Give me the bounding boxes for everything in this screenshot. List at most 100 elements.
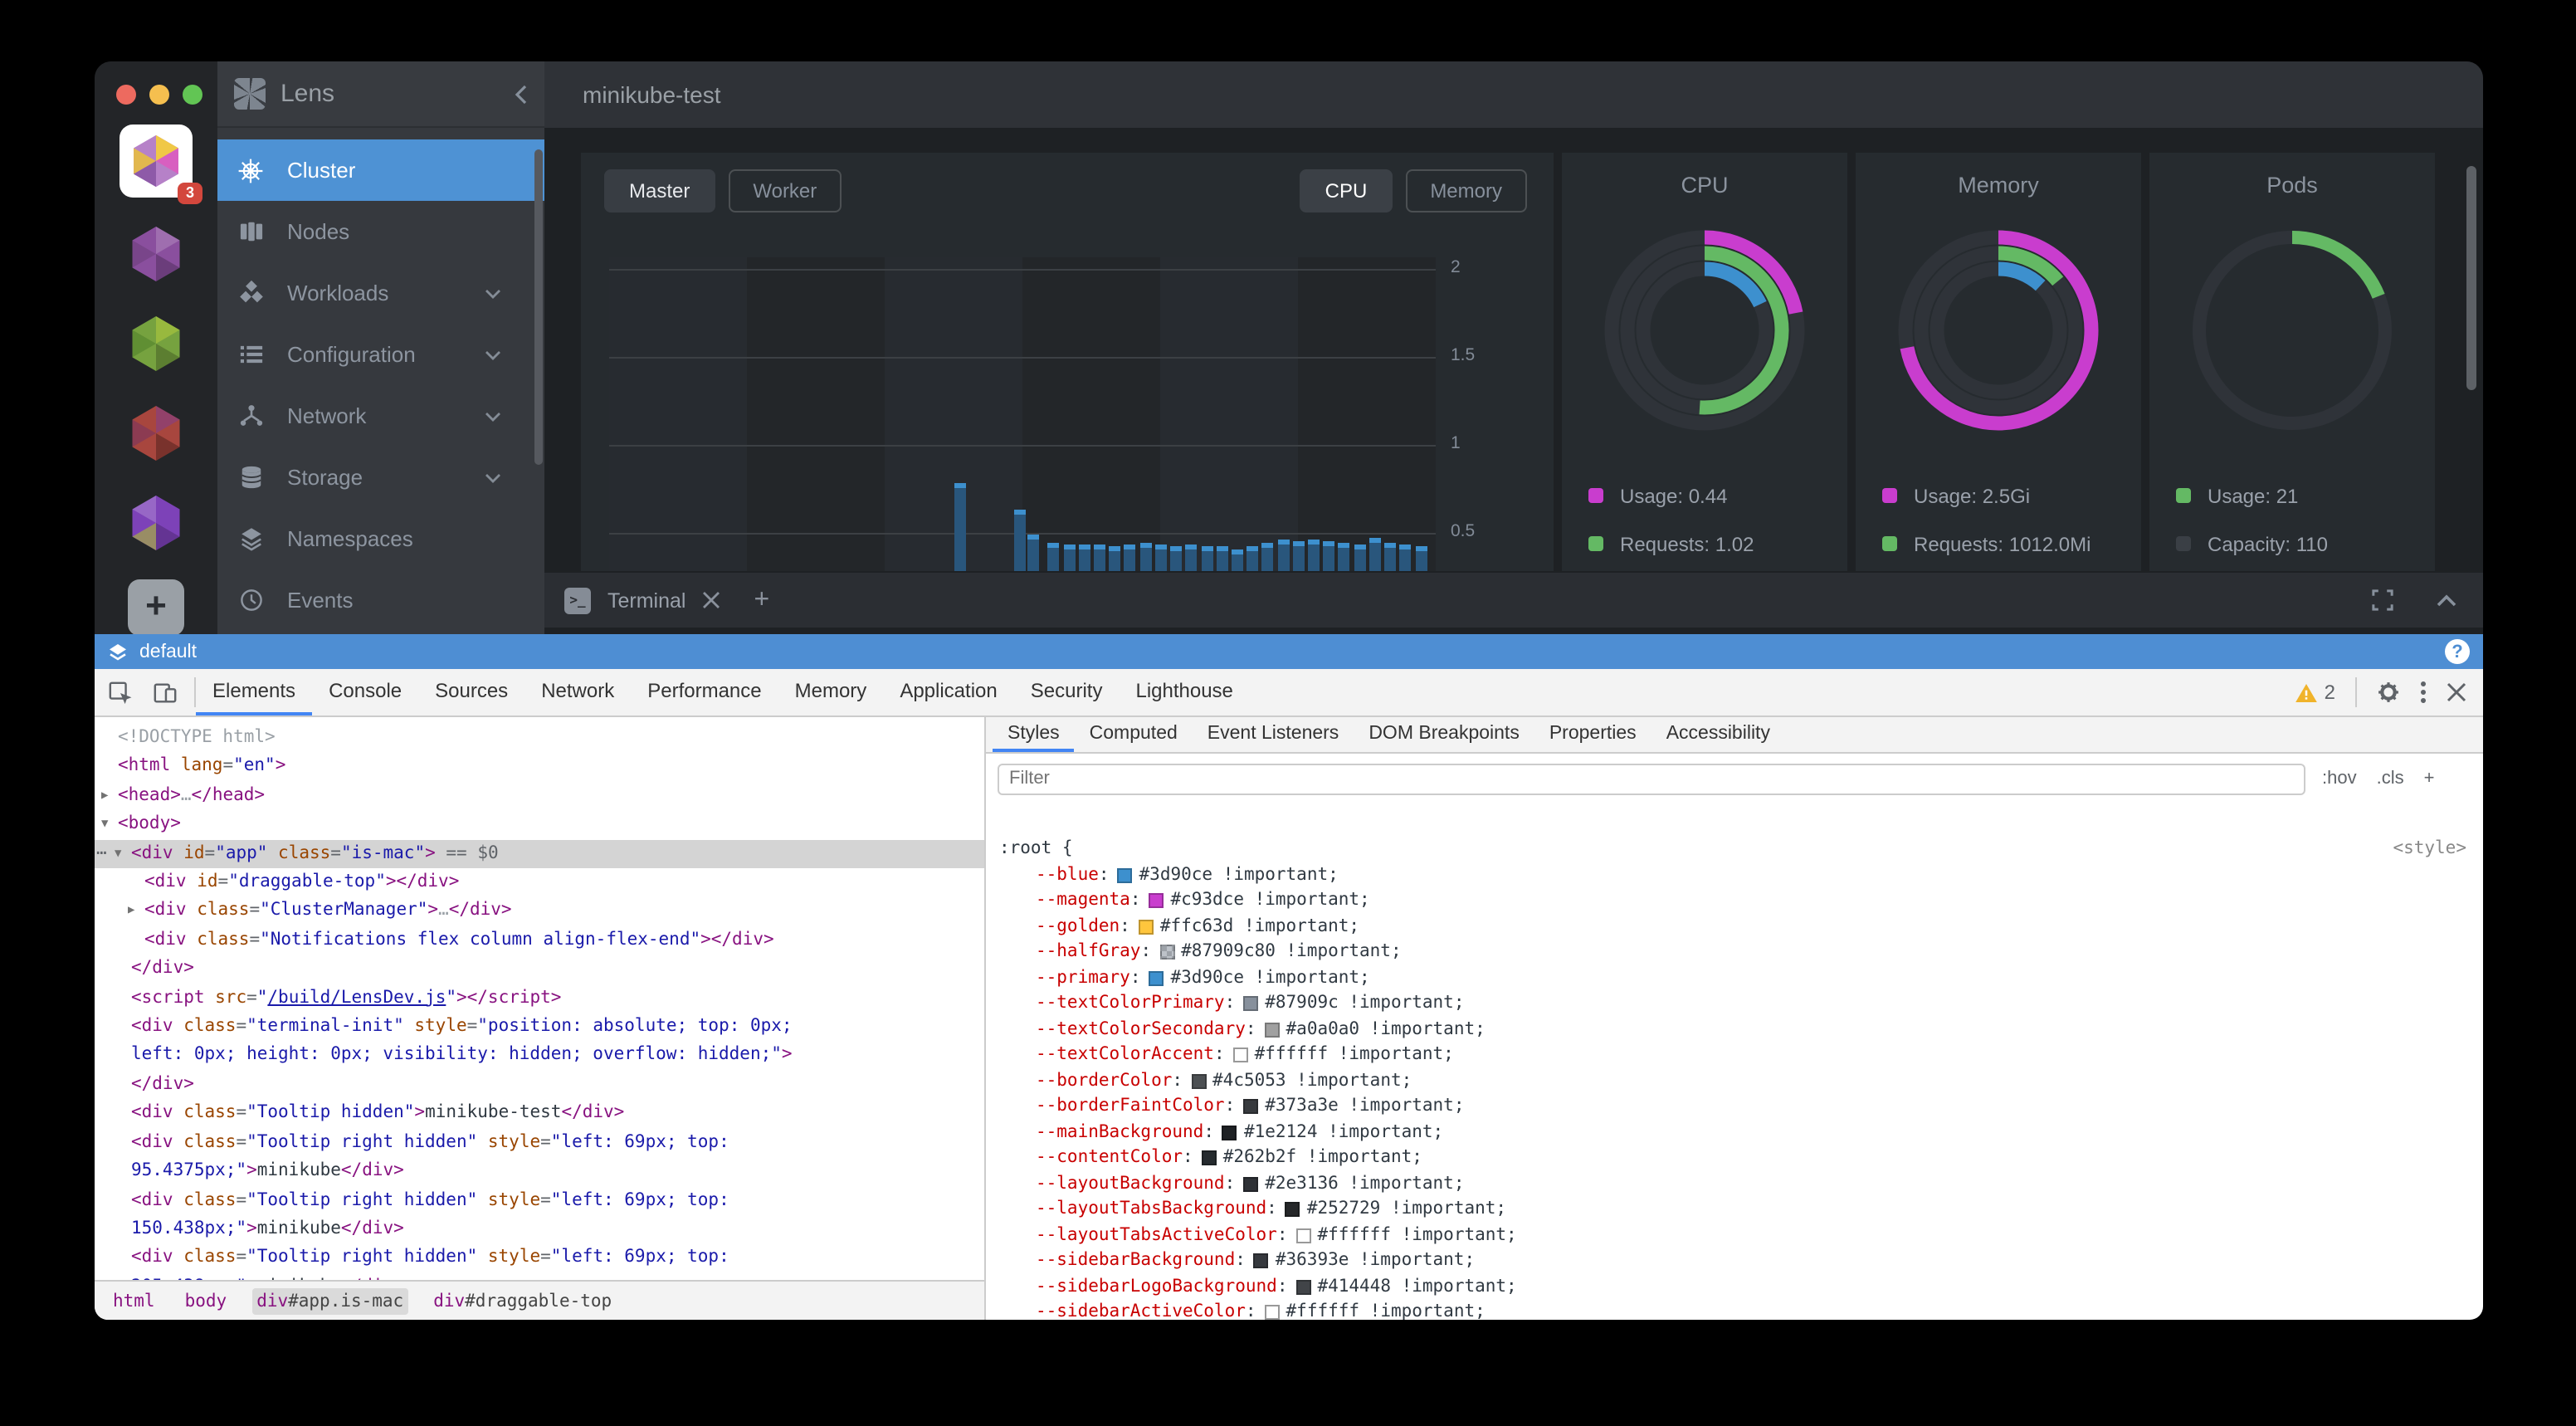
- color-swatch[interactable]: [1191, 1073, 1207, 1089]
- breadcrumb-item[interactable]: body: [184, 1291, 227, 1311]
- cluster-icon-red[interactable]: [123, 400, 189, 466]
- warning-badge[interactable]: 2: [2295, 681, 2335, 704]
- inspect-element-icon[interactable]: [108, 680, 133, 705]
- disclosure-arrow[interactable]: ▶: [128, 903, 135, 917]
- dom-tree-row[interactable]: ▼ <body>: [95, 810, 984, 839]
- devtools-tab-elements[interactable]: Elements: [196, 669, 313, 715]
- breadcrumb-item[interactable]: div#draggable-top: [433, 1291, 612, 1311]
- color-swatch[interactable]: [1149, 970, 1164, 986]
- main-scrollbar[interactable]: [2466, 166, 2476, 390]
- color-swatch[interactable]: [1159, 945, 1175, 960]
- color-swatch[interactable]: [1117, 867, 1133, 883]
- color-swatch[interactable]: [1243, 1176, 1259, 1192]
- sidebar-item-configuration[interactable]: Configuration: [217, 324, 544, 385]
- cluster-icon-violet[interactable]: [123, 490, 189, 556]
- dom-tree-row[interactable]: left: 0px; height: 0px; visibility: hidd…: [131, 1044, 793, 1065]
- color-swatch[interactable]: [1232, 1048, 1248, 1063]
- css-property-row[interactable]: --halfGray: #87909c80 !important;: [1036, 941, 1402, 961]
- metric-memory-button[interactable]: Memory: [1405, 169, 1527, 212]
- sidebar-item-nodes[interactable]: Nodes: [217, 201, 544, 262]
- node-worker-button[interactable]: Worker: [728, 169, 842, 212]
- css-property-row[interactable]: --sidebarBackground: #36393e !important;: [1036, 1250, 1476, 1270]
- cluster-icon-active[interactable]: 3: [120, 125, 202, 204]
- dock-fullscreen-icon[interactable]: [2372, 589, 2393, 611]
- styles-filter-input[interactable]: [998, 763, 2305, 794]
- dom-tree-row[interactable]: <script src="/build/LensDev.js"></script…: [131, 987, 562, 1008]
- devtools-tab-console[interactable]: Console: [329, 679, 402, 702]
- color-swatch[interactable]: [1264, 1305, 1280, 1320]
- color-swatch[interactable]: [1149, 893, 1164, 909]
- css-property-row[interactable]: --textColorSecondary: #a0a0a0 !important;: [1036, 1018, 1486, 1038]
- dom-tree-row[interactable]: <div class="Tooltip right hidden" style=…: [131, 1189, 729, 1209]
- color-swatch[interactable]: [1264, 1022, 1280, 1038]
- dom-tree-row[interactable]: ▶ <head>…</head>: [95, 782, 984, 811]
- settings-gear-icon[interactable]: [2377, 681, 2400, 704]
- color-swatch[interactable]: [1243, 996, 1259, 1012]
- dock-collapse-icon[interactable]: [2437, 593, 2456, 607]
- disclosure-arrow[interactable]: ▼: [115, 846, 122, 860]
- css-property-row[interactable]: --textColorPrimary: #87909c !important;: [1036, 993, 1465, 1013]
- color-swatch[interactable]: [1285, 1202, 1300, 1218]
- styles-tab-properties[interactable]: Properties: [1549, 723, 1637, 743]
- sidebar-scrollbar[interactable]: [534, 149, 543, 465]
- color-swatch[interactable]: [1243, 1099, 1259, 1115]
- dom-tree-row[interactable]: <div class="Tooltip hidden">minikube-tes…: [131, 1102, 625, 1123]
- devtools-tab-security[interactable]: Security: [1030, 679, 1103, 702]
- dom-tree-row[interactable]: ▶ <div class="ClusterManager">…</div>: [95, 897, 984, 926]
- cluster-icon-purple[interactable]: [123, 221, 189, 287]
- sidebar-collapse-icon[interactable]: [515, 84, 528, 104]
- dom-tree-row[interactable]: 150.438px;">minikube</div>: [131, 1218, 404, 1238]
- breadcrumb-item[interactable]: div#app.is-mac: [251, 1287, 409, 1314]
- styles-tab-accessibility[interactable]: Accessibility: [1666, 723, 1770, 743]
- new-style-rule-button[interactable]: +: [2423, 769, 2435, 789]
- css-property-row[interactable]: --layoutTabsActiveColor: #ffffff !importa…: [1036, 1224, 1517, 1244]
- dom-tree-row[interactable]: <div class="Tooltip right hidden" style=…: [131, 1247, 729, 1267]
- css-property-row[interactable]: --layoutTabsBackground: #252729 !importan…: [1036, 1199, 1507, 1218]
- devtools-tab-lighthouse[interactable]: Lighthouse: [1135, 679, 1233, 702]
- css-property-row[interactable]: --borderColor: #4c5053 !important;: [1036, 1070, 1412, 1090]
- css-property-row[interactable]: --sidebarLogoBackground: #414448 !importa…: [1036, 1276, 1517, 1296]
- css-property-row[interactable]: --borderFaintColor: #373a3e !important;: [1036, 1096, 1465, 1116]
- styles-tab-computed[interactable]: Computed: [1089, 723, 1178, 743]
- devtools-tab-memory[interactable]: Memory: [794, 679, 867, 702]
- close-window-button[interactable]: [116, 85, 136, 105]
- styles-tab-styles[interactable]: Styles: [993, 717, 1075, 752]
- styles-tab-dom-breakpoints[interactable]: DOM Breakpoints: [1368, 723, 1520, 743]
- device-toolbar-icon[interactable]: [153, 680, 178, 705]
- devtools-tab-performance[interactable]: Performance: [647, 679, 762, 702]
- dom-tree-row[interactable]: ⋯ ▼ <div id="app" class="is-mac"> == $0: [95, 839, 984, 869]
- node-master-button[interactable]: Master: [604, 169, 715, 212]
- toggle-element-state-button[interactable]: :hov: [2322, 769, 2357, 789]
- dom-tree-row[interactable]: <html lang="en">: [118, 755, 286, 776]
- minimize-window-button[interactable]: [149, 85, 169, 105]
- color-swatch[interactable]: [1222, 1125, 1237, 1140]
- css-property-row[interactable]: --blue: #3d90ce !important;: [1036, 864, 1339, 884]
- element-classes-button[interactable]: .cls: [2376, 769, 2404, 789]
- dom-tree-row[interactable]: <!DOCTYPE html>: [118, 727, 276, 747]
- color-swatch[interactable]: [1201, 1150, 1217, 1166]
- css-property-row[interactable]: --layoutBackground: #2e3136 !important;: [1036, 1173, 1465, 1193]
- css-property-row[interactable]: --mainBackground: #1e2124 !important;: [1036, 1121, 1444, 1141]
- close-devtools-icon[interactable]: [2447, 682, 2466, 702]
- new-tab-icon[interactable]: +: [754, 585, 770, 613]
- style-source-link[interactable]: <style>: [2393, 838, 2466, 858]
- disclosure-arrow[interactable]: ▶: [101, 788, 109, 802]
- dom-tree-row[interactable]: </div>: [131, 1073, 194, 1094]
- cluster-icon-green[interactable]: [123, 310, 189, 377]
- dom-tree-row[interactable]: <div class="terminal-init" style="positi…: [131, 1016, 793, 1037]
- sidebar-item-network[interactable]: Network: [217, 385, 544, 447]
- breadcrumb-item[interactable]: html: [113, 1291, 155, 1311]
- color-swatch[interactable]: [1138, 919, 1154, 935]
- css-property-row[interactable]: --primary: #3d90ce !important;: [1036, 967, 1370, 987]
- sidebar-item-workloads[interactable]: Workloads: [217, 262, 544, 324]
- sidebar-item-storage[interactable]: Storage: [217, 447, 544, 508]
- css-property-row[interactable]: --contentColor: #262b2f !important;: [1036, 1147, 1422, 1167]
- dom-tree-row[interactable]: <div class="Tooltip right hidden" style=…: [131, 1131, 729, 1152]
- more-options-icon[interactable]: [2420, 681, 2427, 704]
- css-property-row[interactable]: --textColorAccent: #ffffff !important;: [1036, 1044, 1454, 1064]
- disclosure-arrow[interactable]: ▼: [101, 817, 109, 831]
- zoom-window-button[interactable]: [183, 85, 202, 105]
- dom-tree-row[interactable]: </div>: [131, 958, 194, 979]
- terminal-close-icon[interactable]: [703, 591, 721, 609]
- dom-tree-row[interactable]: <div class="Notifications flex column al…: [144, 929, 774, 950]
